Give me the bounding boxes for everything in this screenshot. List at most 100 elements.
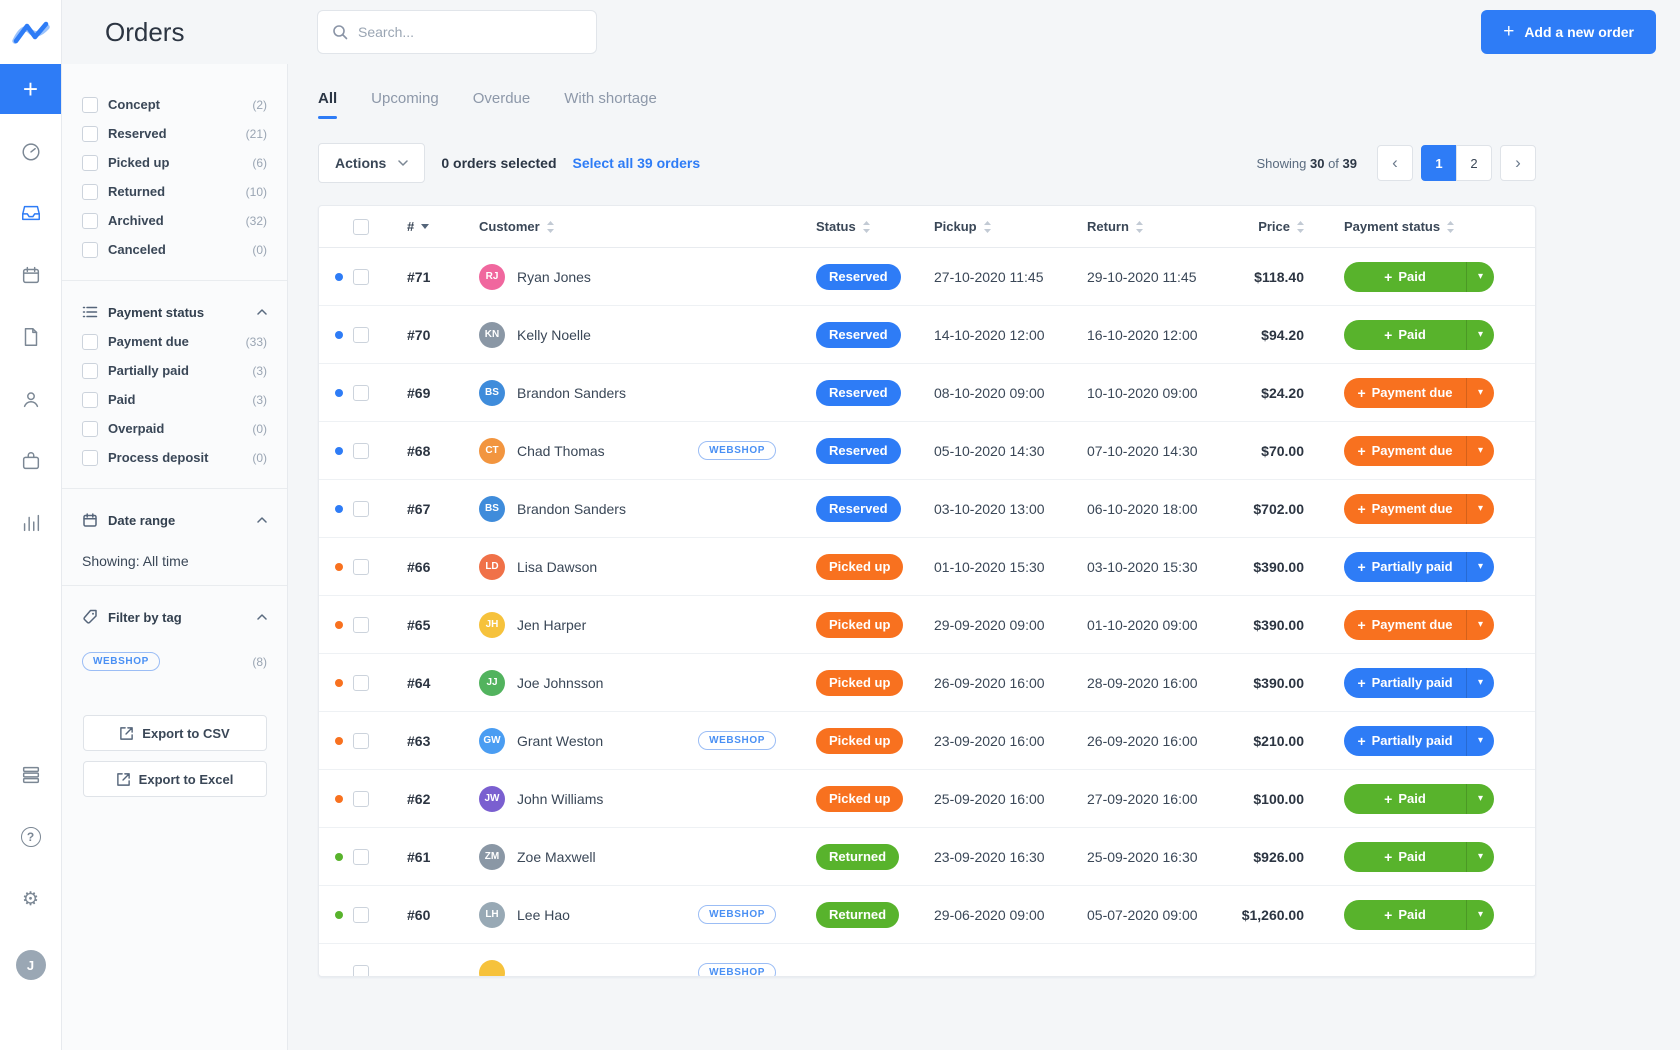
payment-filter-payment-due[interactable]: Payment due (33) [82,327,267,356]
checkbox[interactable] [82,391,98,408]
chevron-down-icon[interactable]: ▾ [1466,435,1494,466]
table-row[interactable]: #65 JH Jen Harper WEBSHOP Picked up 29-0… [319,596,1535,654]
checkbox[interactable] [82,333,98,350]
chevron-down-icon[interactable]: ▾ [1466,551,1494,582]
tab-overdue[interactable]: Overdue [472,90,531,107]
chevron-down-icon[interactable]: ▾ [1466,899,1494,930]
chevron-down-icon[interactable]: ▾ [1466,667,1494,698]
payment-status-button[interactable]: + Payment due ▾ [1344,377,1494,408]
checkbox[interactable] [82,212,98,229]
row-checkbox[interactable] [353,732,369,749]
search-box[interactable] [317,10,597,54]
select-all-checkbox[interactable] [353,218,369,235]
row-checkbox[interactable] [353,616,369,633]
status-filter-archived[interactable]: Archived (32) [82,206,267,235]
chevron-down-icon[interactable]: ▾ [1466,841,1494,872]
payment-status-button[interactable]: + Partially paid ▾ [1344,725,1494,756]
list-rows-icon[interactable] [20,764,42,786]
status-filter-canceled[interactable]: Canceled (0) [82,235,267,264]
reports-icon[interactable] [20,512,42,534]
payment-filter-overpaid[interactable]: Overpaid (0) [82,414,267,443]
table-row[interactable]: #61 ZM Zoe Maxwell WEBSHOP Returned 23-0… [319,828,1535,886]
add-new-order-button[interactable]: + Add a new order [1481,10,1656,54]
orders-inbox-icon[interactable] [20,202,42,224]
table-row[interactable]: #68 CT Chad Thomas WEBSHOP Reserved 05-1… [319,422,1535,480]
payment-status-button[interactable]: + Partially paid ▾ [1344,551,1494,582]
app-logo[interactable] [0,0,61,64]
checkbox[interactable] [82,183,98,200]
table-row[interactable]: #60 LH Lee Hao WEBSHOP Returned 29-06-20… [319,886,1535,944]
checkbox[interactable] [82,241,98,258]
payment-status-button[interactable]: + Paid ▾ [1344,261,1494,292]
customer-name[interactable]: Kelly Noelle [517,326,591,343]
payment-status-button[interactable]: + Payment due ▾ [1344,609,1494,640]
customer-name[interactable]: Grant Weston [517,732,604,749]
checkbox[interactable] [82,96,98,113]
tab-with-shortage[interactable]: With shortage [564,90,657,107]
customer-name[interactable]: Chad Thomas [517,442,605,459]
table-row[interactable]: #71 RJ Ryan Jones WEBSHOP Reserved 27-10… [319,248,1535,306]
documents-icon[interactable] [20,326,42,348]
row-checkbox[interactable] [353,964,369,976]
column-header-return[interactable]: Return [1087,219,1240,234]
actions-dropdown-button[interactable]: Actions [318,143,426,183]
page-1-button[interactable]: 1 [1421,145,1457,181]
chevron-down-icon[interactable]: ▾ [1466,377,1494,408]
column-header-price[interactable]: Price [1240,219,1344,234]
help-icon[interactable]: ? [20,826,42,848]
user-avatar[interactable]: J [15,950,46,980]
webshop-tag-filter[interactable]: WEBSHOP [82,652,160,671]
column-header-payment-status[interactable]: Payment status [1344,219,1535,234]
payment-status-section-header[interactable]: Payment status [82,297,267,327]
export-to-excel-button[interactable]: Export to Excel [82,761,267,797]
checkbox[interactable] [82,420,98,437]
status-filter-picked-up[interactable]: Picked up (6) [82,148,267,177]
date-range-section-header[interactable]: Date range [82,505,267,535]
column-header-customer[interactable]: Customer [461,219,816,234]
row-checkbox[interactable] [353,268,369,285]
row-checkbox[interactable] [353,790,369,807]
customer-name[interactable]: Lisa Dawson [517,558,598,575]
status-filter-returned[interactable]: Returned (10) [82,177,267,206]
payment-status-button[interactable]: + Payment due ▾ [1344,435,1494,466]
chevron-down-icon[interactable]: ▾ [1466,493,1494,524]
filter-by-tag-section-header[interactable]: Filter by tag [82,602,267,632]
table-row[interactable]: #62 JW John Williams WEBSHOP Picked up 2… [319,770,1535,828]
column-header-id[interactable]: # [389,219,461,234]
search-input[interactable] [358,24,582,40]
chevron-down-icon[interactable]: ▾ [1466,783,1494,814]
chevron-down-icon[interactable]: ▾ [1466,609,1494,640]
products-icon[interactable] [20,450,42,472]
status-filter-reserved[interactable]: Reserved (21) [82,119,267,148]
customer-name[interactable]: Lee Hao [517,906,570,923]
table-row[interactable]: #64 JJ Joe Johnsson WEBSHOP Picked up 26… [319,654,1535,712]
status-filter-concept[interactable]: Concept (2) [82,90,267,119]
tab-upcoming[interactable]: Upcoming [371,90,439,107]
row-checkbox[interactable] [353,326,369,343]
customer-name[interactable]: Brandon Sanders [517,500,626,517]
checkbox[interactable] [82,449,98,466]
table-row[interactable]: #67 BS Brandon Sanders WEBSHOP Reserved … [319,480,1535,538]
table-row[interactable]: WEBSHOP [319,944,1535,976]
row-checkbox[interactable] [353,500,369,517]
payment-status-button[interactable]: + Partially paid ▾ [1344,667,1494,698]
payment-status-button[interactable]: + Paid ▾ [1344,841,1494,872]
chevron-down-icon[interactable]: ▾ [1466,319,1494,350]
dashboard-icon[interactable] [20,140,42,162]
customer-name[interactable]: Joe Johnsson [517,674,604,691]
previous-page-button[interactable]: ‹ [1377,145,1413,181]
payment-status-button[interactable]: + Paid ▾ [1344,899,1494,930]
row-checkbox[interactable] [353,442,369,459]
next-page-button[interactable]: › [1500,145,1536,181]
checkbox[interactable] [82,154,98,171]
payment-status-button[interactable]: + Payment due ▾ [1344,493,1494,524]
table-row[interactable]: #69 BS Brandon Sanders WEBSHOP Reserved … [319,364,1535,422]
customer-name[interactable]: Brandon Sanders [517,384,626,401]
payment-status-button[interactable]: + Paid ▾ [1344,783,1494,814]
calendar-icon[interactable] [20,264,42,286]
checkbox[interactable] [82,362,98,379]
payment-filter-process-deposit[interactable]: Process deposit (0) [82,443,267,472]
row-checkbox[interactable] [353,674,369,691]
table-row[interactable]: #66 LD Lisa Dawson WEBSHOP Picked up 01-… [319,538,1535,596]
customers-icon[interactable] [20,388,42,410]
